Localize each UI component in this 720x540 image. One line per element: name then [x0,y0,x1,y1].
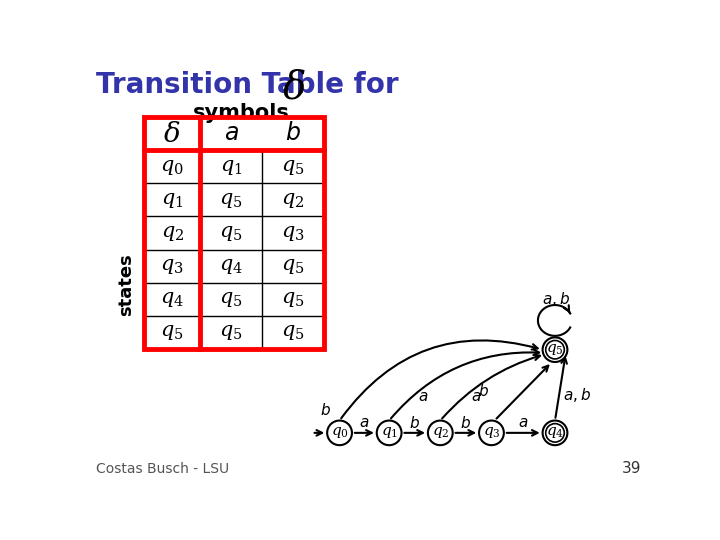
Text: 39: 39 [622,461,642,476]
Text: $q_3$: $q_3$ [482,426,500,440]
Text: $a$: $a$ [471,390,481,404]
Text: $q_5$: $q_5$ [282,289,305,309]
Text: $q_1$: $q_1$ [161,190,184,210]
Text: $a$: $a$ [518,416,528,430]
Bar [144,117,324,349]
Text: $a, b$: $a, b$ [542,290,571,308]
Text: $q_3$: $q_3$ [161,256,184,276]
Text: $q_3$: $q_3$ [282,223,305,243]
Text: $b$: $b$ [285,122,301,145]
Text: $q_5$: $q_5$ [282,256,305,276]
Text: $q_4$: $q_4$ [161,289,184,309]
Text: $q_0$: $q_0$ [330,426,348,440]
Text: $q_5$: $q_5$ [546,342,564,357]
Circle shape [479,421,504,445]
Text: states: states [117,253,135,315]
Text: $b$: $b$ [478,383,489,399]
Text: $q_2$: $q_2$ [161,223,184,243]
Text: $q_1$: $q_1$ [381,426,397,440]
Text: $q_2$: $q_2$ [282,190,305,210]
Text: $a$: $a$ [418,390,428,404]
Text: $\delta$: $\delta$ [282,69,306,107]
Text: $q_5$: $q_5$ [220,322,243,342]
Text: $a$: $a$ [224,122,238,145]
Text: $b$: $b$ [460,415,472,431]
Text: $a$: $a$ [359,416,369,430]
Text: $b$: $b$ [320,402,331,418]
Text: $q_0$: $q_0$ [161,157,184,177]
Text: $\delta$: $\delta$ [163,120,181,148]
Circle shape [543,421,567,445]
Text: $q_5$: $q_5$ [282,322,305,342]
Text: symbols: symbols [193,103,289,123]
Text: $b$: $b$ [409,415,420,431]
Text: Transition Table for: Transition Table for [96,71,399,99]
Circle shape [543,338,567,362]
Text: $q_4$: $q_4$ [546,426,564,440]
Text: Costas Busch - LSU: Costas Busch - LSU [96,462,230,476]
Text: $a,b$: $a,b$ [562,386,590,404]
Bar [144,117,324,349]
Circle shape [327,421,352,445]
Text: $q_1$: $q_1$ [220,157,243,177]
Circle shape [428,421,453,445]
Text: $q_5$: $q_5$ [220,223,243,243]
Text: $q_2$: $q_2$ [431,426,449,440]
Text: $q_4$: $q_4$ [219,256,243,276]
Text: $q_5$: $q_5$ [220,190,243,210]
Circle shape [377,421,402,445]
Text: $q_5$: $q_5$ [161,322,184,342]
Text: $q_5$: $q_5$ [282,157,305,177]
Text: $q_5$: $q_5$ [220,289,243,309]
